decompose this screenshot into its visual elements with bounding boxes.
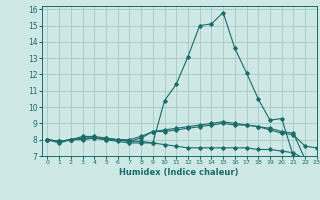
X-axis label: Humidex (Indice chaleur): Humidex (Indice chaleur) [119, 168, 239, 177]
